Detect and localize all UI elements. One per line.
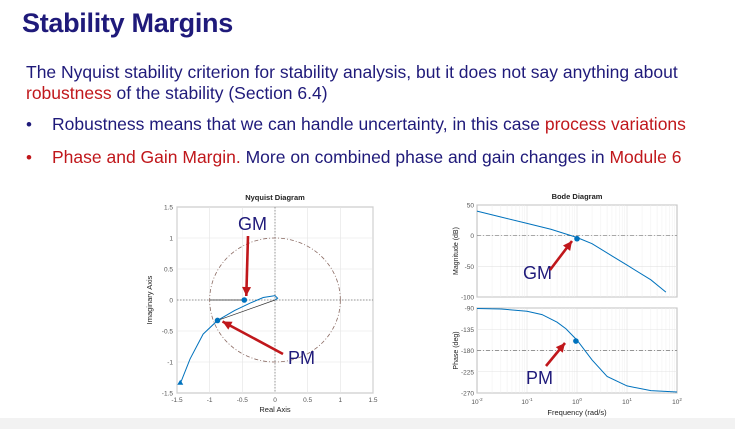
- bullet-highlight: process variations: [544, 114, 686, 134]
- bode-x-tick-label: 100: [572, 397, 582, 406]
- bullet-text: Robustness means that we can handle unce…: [52, 114, 545, 134]
- bullet-lead-highlight: Phase and Gain Margin.: [52, 147, 241, 167]
- bode-marker-point: [573, 338, 579, 344]
- nyquist-x-tick-label: 1: [339, 397, 343, 404]
- bode-x-tick-label: 102: [672, 397, 682, 406]
- nyquist-gm-arrow-shaft: [244, 235, 250, 297]
- bode-y-tick-label: -225: [461, 369, 474, 376]
- nyquist-curve: [179, 295, 279, 384]
- nyquist-y-tick-label: 1: [169, 236, 173, 243]
- nyquist-pm-arrow-shaft: [221, 320, 284, 356]
- bullet-highlight: Module 6: [609, 147, 682, 167]
- bullet-dot: •: [26, 115, 32, 134]
- nyquist-pm-point: [214, 317, 221, 324]
- nyquist-y-tick-label: 0: [169, 298, 173, 305]
- nyquist-title: Nyquist Diagram: [245, 193, 305, 202]
- nyquist-x-tick-label: 1.5: [368, 397, 377, 404]
- intro-text-1: The Nyquist stability criterion for stab…: [26, 62, 678, 82]
- nyquist-gm-label: GM: [238, 214, 267, 234]
- bode-curve: [476, 210, 667, 293]
- intro-robustness-highlight: robustness: [26, 83, 112, 103]
- slide-title: Stability Margins: [22, 8, 233, 38]
- bode-y-tick-label: -270: [461, 391, 474, 398]
- nyquist-x-label: Real Axis: [259, 405, 291, 414]
- bullet-robustness: • Robustness means that we can handle unc…: [26, 114, 686, 135]
- bode-title: Bode Diagram: [552, 192, 603, 201]
- bode-x-tick-label: 10-2: [471, 397, 483, 406]
- bottom-band: [0, 418, 735, 429]
- bode-annotation-label: PM: [526, 368, 553, 388]
- bode-x-tick-label: 101: [622, 397, 632, 406]
- nyquist-pm-arrow-head: [222, 321, 233, 330]
- nyquist-y-tick-label: 1.5: [164, 205, 173, 212]
- nyquist-x-tick-label: -0.5: [237, 397, 249, 404]
- bode-annotation-arrow-head: [562, 241, 572, 251]
- bode-y-tick-label: 0: [470, 233, 474, 240]
- nyquist-y-tick-label: -1.5: [162, 391, 174, 398]
- bode-y-tick-label: 50: [467, 203, 475, 210]
- intro-paragraph: The Nyquist stability criterion for stab…: [26, 62, 726, 104]
- bode-y-tick-label: -50: [465, 264, 475, 271]
- bode-y-tick-label: -135: [461, 327, 474, 334]
- nyquist-x-tick-label: -1: [207, 397, 213, 404]
- bode-marker-point: [574, 235, 580, 242]
- bullet-margins: • Phase and Gain Margin. More on combined…: [26, 147, 681, 168]
- bode-y-tick-label: -180: [461, 348, 474, 355]
- nyquist-unit-circle: [209, 237, 341, 363]
- bode-curve: [476, 307, 678, 393]
- intro-text-2: of the stability (Section 6.4): [111, 83, 328, 103]
- nyquist-y-tick-label: -0.5: [162, 329, 174, 336]
- nyquist-x-tick-label: 0.5: [303, 397, 312, 404]
- nyquist-direction-marker: [177, 379, 184, 385]
- bullet-text: More on combined phase and gain changes …: [240, 147, 610, 167]
- bode-annotation-label: GM: [523, 263, 552, 283]
- bode-annotation-arrow-head: [555, 343, 565, 353]
- bode-y-label: Magnitude (dB): [453, 227, 460, 275]
- bode-y-label: Phase (deg): [453, 331, 460, 369]
- nyquist-gm-point: [241, 297, 248, 303]
- nyquist-x-tick-label: -1.5: [171, 397, 183, 404]
- nyquist-y-tick-label: -1: [167, 360, 173, 367]
- nyquist-y-label: Imaginary Axis: [145, 275, 154, 324]
- bode-y-tick-label: -100: [461, 295, 474, 302]
- nyquist-phase-margin-line: [217, 299, 276, 321]
- bode-y-tick-label: -90: [465, 306, 475, 313]
- nyquist-y-tick-label: 0.5: [164, 267, 173, 274]
- bullet-dot: •: [26, 148, 32, 167]
- nyquist-gm-arrow-head: [242, 286, 252, 296]
- bode-x-label: Frequency (rad/s): [547, 408, 607, 417]
- nyquist-x-tick-label: 0: [273, 397, 277, 404]
- nyquist-pm-label: PM: [288, 348, 315, 368]
- bode-x-tick-label: 10-1: [521, 397, 533, 406]
